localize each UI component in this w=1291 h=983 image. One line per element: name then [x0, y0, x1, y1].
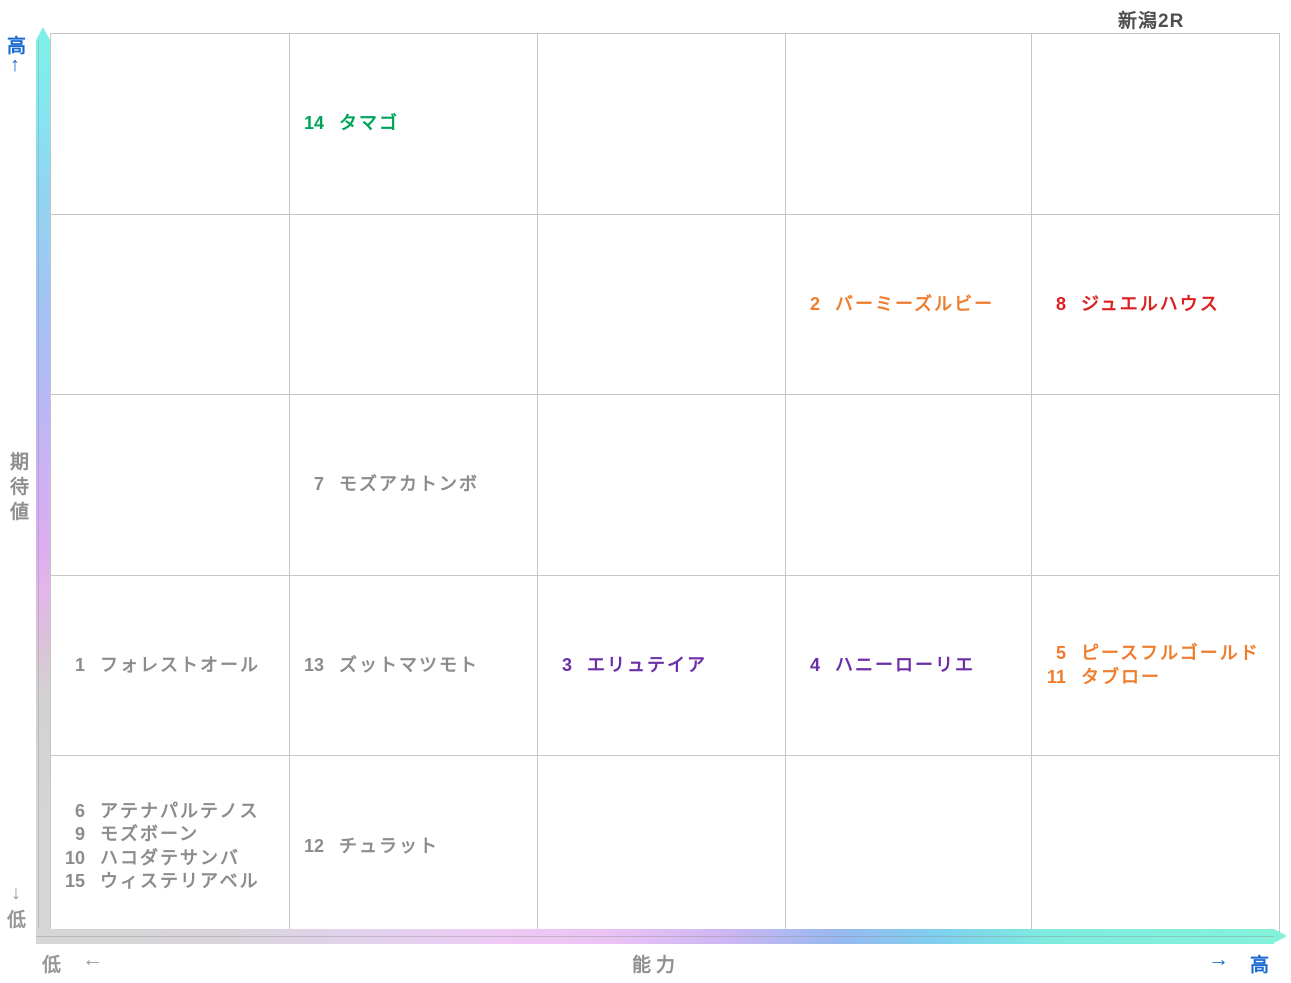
horse-entry: 9 モズボーン: [59, 823, 289, 847]
horse-entry: 13 ズットマツモト: [298, 654, 537, 678]
horse-entry: 6 アテナパルテノス: [59, 800, 289, 824]
horse-name: アテナパルテノス: [100, 800, 260, 821]
horse-number: 6: [74, 800, 85, 821]
horse-name: ズットマツモト: [339, 654, 479, 675]
matrix-cell: 5 ピースフルゴールド 11 タブロー: [1032, 576, 1279, 757]
y-axis-up-arrow-icon: ↑: [10, 54, 20, 76]
matrix-cell: [1032, 34, 1279, 215]
x-axis-gradient-bar: [36, 929, 1274, 944]
horse-number: 2: [809, 293, 820, 314]
horse-name: ジュエルハウス: [1081, 293, 1220, 314]
horse-name: フォレストオール: [100, 654, 260, 675]
horse-entry: 14 タマゴ: [298, 112, 537, 136]
horse-number: 4: [809, 654, 820, 675]
matrix-cell: [51, 395, 290, 576]
horse-number: 12: [303, 835, 324, 856]
matrix-cell: [1032, 395, 1279, 576]
matrix-cell: 12 チュラット: [290, 756, 538, 937]
matrix-cell: 4 ハニーローリエ: [786, 575, 1032, 757]
horse-name: ハコダテサンバ: [100, 847, 240, 868]
matrix-grid: 14 タマゴ 2 バーミーズルビー 8 ジュエルハウス 7 モズアカトンボ 1 フォレストオール 1…: [50, 33, 1280, 938]
matrix-cell: [538, 34, 786, 215]
horse-entry: 11 タブロー: [1040, 666, 1279, 690]
y-axis-hairline: [38, 40, 39, 944]
y-axis-title: 期待値: [10, 452, 30, 523]
horse-number: 11: [1046, 666, 1066, 687]
matrix-cell: [51, 34, 290, 215]
horse-entry: 1 フォレストオール: [59, 654, 289, 678]
horse-name: ハニーローリエ: [835, 654, 975, 675]
horse-number: 8: [1055, 293, 1066, 314]
horse-number: 1: [74, 654, 85, 675]
horse-number: 7: [313, 474, 324, 495]
matrix-cell: 6 アテナパルテノス 9 モズボーン 10 ハコダテサンバ 15 ウィステリアベル: [51, 756, 290, 937]
x-axis-arrow-tip: [1274, 929, 1287, 943]
horse-number: 5: [1055, 643, 1066, 664]
matrix-cell: 1 フォレストオール: [51, 575, 290, 757]
y-axis-gradient-bar: [36, 40, 50, 944]
race-title: 新潟2R: [1118, 11, 1185, 32]
matrix-cell: [786, 756, 1032, 937]
horse-entry: 7 モズアカトンボ: [298, 473, 537, 497]
matrix-cell: 3 エリュテイア: [538, 575, 786, 757]
y-axis-high-label: 高: [7, 36, 27, 57]
horse-entry: 2 バーミーズルビー: [794, 293, 1031, 317]
x-axis-hairline: [36, 936, 1274, 937]
x-axis-low-label: 低: [42, 955, 62, 976]
matrix-cell: 13 ズットマツモト: [290, 575, 538, 757]
horse-entry: 15 ウィステリアベル: [59, 870, 289, 894]
horse-entry: 10 ハコダテサンバ: [59, 847, 289, 871]
horse-number: 9: [74, 824, 85, 845]
horse-number: 13: [303, 654, 324, 675]
matrix-cell: [538, 214, 786, 396]
horse-number: 14: [303, 113, 324, 134]
x-axis-title: 能力: [632, 955, 681, 976]
x-axis-right-arrow-icon: →: [1208, 948, 1229, 971]
horse-number: 15: [64, 871, 85, 892]
y-axis-low-label: 低: [7, 910, 27, 931]
matrix-cell: [51, 214, 290, 396]
horse-entry: 5 ピースフルゴールド: [1040, 642, 1279, 666]
matrix-cell: [786, 395, 1032, 576]
x-axis-high-label: 高: [1250, 955, 1270, 976]
matrix-cell: [538, 395, 786, 576]
horse-name: モズアカトンボ: [339, 474, 479, 495]
horse-name: チュラット: [339, 835, 439, 856]
matrix-cell: 7 モズアカトンボ: [290, 395, 538, 576]
horse-entry: 8 ジュエルハウス: [1040, 293, 1279, 317]
horse-name: ピースフルゴールド: [1081, 643, 1260, 664]
horse-entry: 12 チュラット: [298, 835, 537, 859]
horse-entry: 3 エリュテイア: [546, 654, 785, 678]
horse-number: 3: [561, 654, 572, 675]
horse-number: 10: [64, 847, 85, 868]
matrix-cell: [290, 214, 538, 396]
y-axis-down-arrow-icon: ↓: [11, 882, 21, 904]
horse-name: エリュテイア: [587, 654, 707, 675]
matrix-cell: [538, 756, 786, 937]
horse-name: タマゴ: [339, 113, 399, 134]
matrix-cell: 14 タマゴ: [290, 34, 538, 215]
horse-name: バーミーズルビー: [835, 293, 995, 314]
horse-name: タブロー: [1081, 666, 1161, 687]
x-axis-left-arrow-icon: ←: [82, 948, 103, 971]
matrix-cell: [786, 34, 1032, 215]
matrix-cell: 2 バーミーズルビー: [786, 214, 1032, 396]
horse-name: モズボーン: [100, 824, 200, 845]
horse-name: ウィステリアベル: [100, 871, 260, 892]
y-axis-arrow-tip: [36, 27, 50, 40]
matrix-cell: 8 ジュエルハウス: [1032, 215, 1279, 396]
matrix-cell: [1032, 756, 1279, 937]
horse-entry: 4 ハニーローリエ: [794, 654, 1031, 678]
